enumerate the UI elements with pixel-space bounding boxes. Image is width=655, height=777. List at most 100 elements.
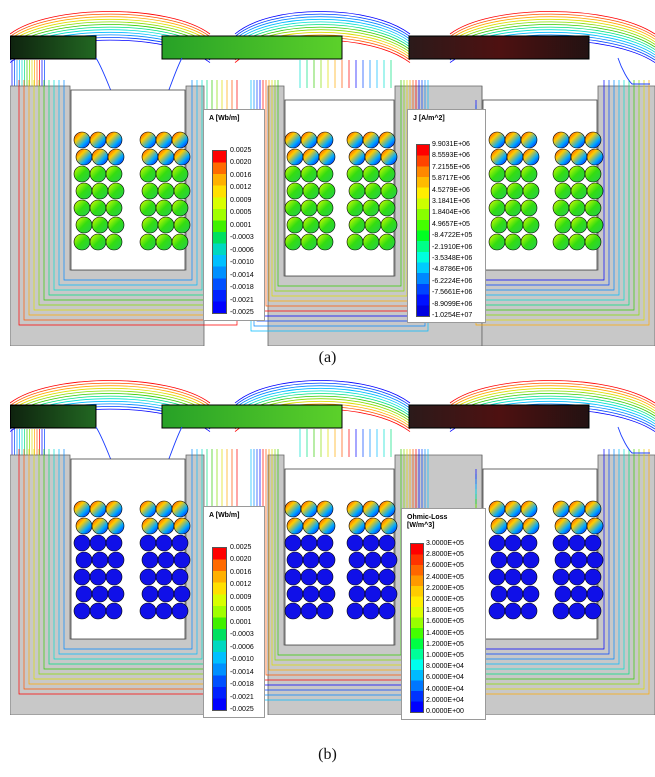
conductor-strand [586, 517, 604, 535]
flux-line [449, 390, 655, 414]
conductor-strand [520, 199, 538, 217]
conductor-strand [141, 585, 159, 603]
conductor-strand [584, 165, 602, 183]
conductor-strand [171, 602, 189, 620]
potential-legend-b: A [Wb/m] 0.0025 0.0020 0.0016 0.0012 0.0009 0… [203, 506, 265, 718]
conductor-strand [552, 534, 570, 552]
conductor-strand [139, 568, 157, 586]
legend-tick-label: -4.8786E+06 [432, 266, 473, 274]
legend-tick-label: -0.0006 [230, 643, 254, 651]
conductor-strand [141, 148, 159, 166]
legend-tick-label: 1.2000E+05 [426, 640, 464, 648]
conductor-strand [105, 534, 123, 552]
conductor-strand [107, 148, 125, 166]
conductor-strand [520, 500, 538, 518]
conductor-strand [586, 551, 604, 569]
conductor-strand [91, 551, 109, 569]
conductor-strand [490, 216, 508, 234]
conductor-strand [302, 182, 320, 200]
field-plot-a-canvas [10, 0, 655, 346]
legend-tick-label: 0.0020 [230, 556, 252, 564]
ohmic-loss-legend-title: Ohmic-Loss [W/m^3] [407, 514, 448, 529]
flux-line [53, 449, 203, 660]
conductor-strand [522, 551, 540, 569]
conductor-strand [362, 165, 380, 183]
conductor-strand [506, 148, 524, 166]
conductor-strand [157, 182, 175, 200]
flux-line [449, 13, 655, 37]
flux-line [10, 11, 211, 35]
conductor-strand [570, 517, 588, 535]
legend-tick-label: -0.0010 [230, 656, 254, 664]
field-plot-a: A [Wb/m] 0.0025 0.0020 0.0016 0.0012 0.0009 0… [10, 0, 655, 346]
conductor-strand [316, 233, 334, 251]
conductor-bar-left [10, 404, 97, 429]
legend-tick-label: 1.4000E+05 [426, 629, 464, 637]
potential-color-bar [212, 547, 227, 711]
conductor-strand [552, 500, 570, 518]
conductor-strand [346, 199, 364, 217]
conductor-strand [348, 585, 366, 603]
legend-tick-label: 0.0001 [230, 221, 252, 229]
field-plot-b-canvas [10, 369, 655, 715]
conductor-strand [584, 233, 602, 251]
conductor-strand [141, 551, 159, 569]
conductor-strand [584, 131, 602, 149]
conductor-strand [504, 233, 522, 251]
flux-line [234, 388, 411, 412]
legend-tick-label: -0.0014 [230, 668, 254, 676]
conductor-strand [300, 233, 318, 251]
conductor-strand [584, 199, 602, 217]
conductor-strand [378, 500, 396, 518]
current-density-legend-a: J [A/m^2] 9.9031E+06 8.5593E+06 7.2155E+06… [407, 109, 486, 323]
conductor-strand [316, 165, 334, 183]
flux-line [234, 19, 411, 43]
conductor-strand [300, 500, 318, 518]
legend-tick-label: -0.0025 [230, 309, 254, 316]
conductor-strand [73, 199, 91, 217]
legend-tick-label: -0.0021 [230, 296, 254, 304]
legend-tick-label: 0.0001 [230, 618, 252, 626]
conductor-strand [173, 551, 191, 569]
conductor-strand [348, 148, 366, 166]
conductor-strand [75, 551, 93, 569]
conductor-strand [173, 585, 191, 603]
conductor-strand [570, 182, 588, 200]
legend-tick-label: 2.0000E+05 [426, 596, 464, 603]
conductor-strand [73, 568, 91, 586]
conductor-strand [300, 568, 318, 586]
conductor-strand [302, 517, 320, 535]
conductor-strand [173, 216, 191, 234]
conductor-strand [378, 131, 396, 149]
conductor-strand [568, 165, 586, 183]
conductor-strand [490, 148, 508, 166]
conductor-strand [362, 233, 380, 251]
conductor-strand [504, 568, 522, 586]
conductor-strand [318, 182, 336, 200]
flux-line [234, 21, 411, 45]
legend-tick-label: 0.0020 [230, 159, 252, 167]
conductor-strand [568, 500, 586, 518]
conductor-strand [520, 131, 538, 149]
conductor-strand [105, 568, 123, 586]
current-density-legend-title: J [A/m^2] [413, 115, 445, 122]
conductor-strand [490, 585, 508, 603]
conductor-strand [157, 551, 175, 569]
conductor-strand [554, 216, 572, 234]
conductor-strand [300, 534, 318, 552]
conductor-strand [380, 517, 398, 535]
legend-tick-label: 1.8404E+06 [432, 209, 470, 217]
conductor-strand [286, 182, 304, 200]
conductor-strand [107, 517, 125, 535]
flux-line [10, 382, 211, 406]
legend-tick-label: 4.5279E+06 [432, 186, 470, 194]
legend-tick-label: 2.4000E+05 [426, 573, 464, 581]
legend-tick-label: 0.0000E+00 [426, 708, 464, 715]
conductor-strand [157, 585, 175, 603]
legend-tick-label: 0.0012 [230, 184, 252, 192]
conductor-strand [284, 131, 302, 149]
flux-line [10, 13, 211, 37]
conductor-strand [141, 517, 159, 535]
conductor-strand [173, 182, 191, 200]
conductor-strand [105, 165, 123, 183]
